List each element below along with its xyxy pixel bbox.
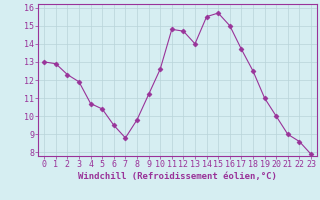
X-axis label: Windchill (Refroidissement éolien,°C): Windchill (Refroidissement éolien,°C) <box>78 172 277 181</box>
